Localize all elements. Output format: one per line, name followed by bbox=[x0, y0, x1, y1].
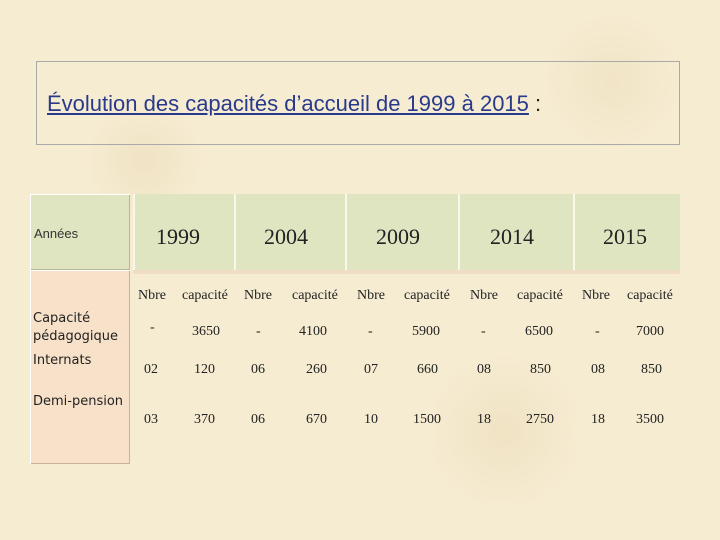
table-cell: 850 bbox=[530, 362, 551, 377]
table-cell: 08 bbox=[591, 362, 605, 377]
row-label-capacity-2: pédagogique bbox=[33, 329, 119, 344]
year-2015: 2015 bbox=[603, 224, 647, 249]
year-separator bbox=[234, 194, 236, 270]
table-cell: 10 bbox=[364, 412, 378, 427]
table-cell: 3650 bbox=[192, 324, 220, 339]
table-cell: 02 bbox=[144, 362, 158, 377]
subheader-capacite-2004: capacité bbox=[292, 288, 338, 303]
table-cell: 06 bbox=[251, 362, 265, 377]
table-cell: - bbox=[368, 324, 373, 339]
table-cell: 4100 bbox=[299, 324, 327, 339]
table-cell: 06 bbox=[251, 412, 265, 427]
table-cell: 18 bbox=[591, 412, 605, 427]
table-cell: 18 bbox=[477, 412, 491, 427]
subheader-nbre-1999: Nbre bbox=[138, 288, 166, 303]
year-2014: 2014 bbox=[490, 224, 534, 249]
table-cell: 03 bbox=[144, 412, 158, 427]
subheader-strip bbox=[133, 270, 680, 274]
table-cell: 2750 bbox=[526, 412, 554, 427]
page-title: Évolution des capacités d’accueil de 199… bbox=[47, 91, 541, 117]
subheader-nbre-2009: Nbre bbox=[357, 288, 385, 303]
year-1999: 1999 bbox=[156, 224, 200, 249]
title-link[interactable]: Évolution des capacités d’accueil de 199… bbox=[47, 91, 529, 116]
row-label-internats: Internats bbox=[33, 353, 92, 368]
table-cell: 260 bbox=[306, 362, 327, 377]
table-cell: 670 bbox=[306, 412, 327, 427]
subheader-capacite-2015: capacité bbox=[627, 288, 673, 303]
table-cell: 850 bbox=[641, 362, 662, 377]
row-label-capacity-1: Capacité bbox=[33, 311, 91, 326]
table-cell: 08 bbox=[477, 362, 491, 377]
subheader-capacite-1999: capacité bbox=[182, 288, 228, 303]
year-2004: 2004 bbox=[264, 224, 308, 249]
subheader-capacite-2014: capacité bbox=[517, 288, 563, 303]
table-cell: 3500 bbox=[636, 412, 664, 427]
subheader-nbre-2015: Nbre bbox=[582, 288, 610, 303]
subheader-nbre-2014: Nbre bbox=[470, 288, 498, 303]
year-2009: 2009 bbox=[376, 224, 420, 249]
years-header-label: Années bbox=[34, 226, 79, 241]
subheader-nbre-2004: Nbre bbox=[244, 288, 272, 303]
table-cell: 5900 bbox=[412, 324, 440, 339]
table-cell: 370 bbox=[194, 412, 215, 427]
row-label-band bbox=[30, 270, 130, 464]
row-label-demi-pension: Demi-pension bbox=[33, 394, 124, 409]
table-cell: 7000 bbox=[636, 324, 664, 339]
table-cell: 120 bbox=[194, 362, 215, 377]
year-separator bbox=[458, 194, 460, 270]
table-cell: - bbox=[481, 324, 486, 339]
year-header-band: 1999 2004 2009 2014 2015 bbox=[133, 194, 680, 270]
subheader-capacite-2009: capacité bbox=[404, 288, 450, 303]
table-cell: 07 bbox=[364, 362, 378, 377]
years-header-cell: Années bbox=[30, 194, 130, 270]
table-cell: 660 bbox=[417, 362, 438, 377]
table-cell: 6500 bbox=[525, 324, 553, 339]
table-cell: 1500 bbox=[413, 412, 441, 427]
year-separator bbox=[133, 194, 135, 270]
capacity-table: Années 1999 2004 2009 2014 2015 Capacité… bbox=[30, 194, 680, 464]
table-cell: - bbox=[595, 324, 600, 339]
year-separator bbox=[573, 194, 575, 270]
title-box: Évolution des capacités d’accueil de 199… bbox=[36, 61, 680, 145]
table-cell: - bbox=[150, 320, 155, 335]
title-colon: : bbox=[528, 91, 542, 116]
table-cell: - bbox=[256, 324, 261, 339]
year-separator bbox=[345, 194, 347, 270]
